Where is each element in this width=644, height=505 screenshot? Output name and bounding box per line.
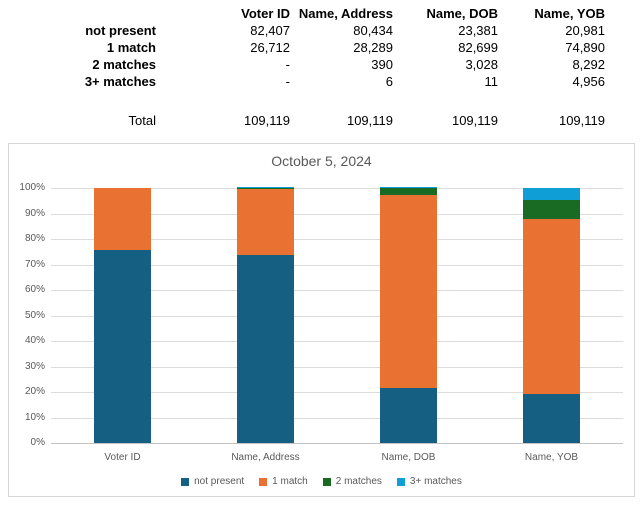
legend-label: 3+ matches: [409, 476, 462, 487]
total-cell: 109,119: [243, 113, 290, 128]
gridline: [51, 316, 623, 317]
total-cell: 109,119: [346, 113, 393, 128]
table-cell: 8,292: [572, 57, 605, 72]
table-cell: 6: [385, 74, 393, 89]
legend-swatch-3-matches: [396, 477, 405, 486]
gridline: [51, 418, 623, 419]
table-cell: 82,699: [458, 40, 498, 55]
row-header-total: Total: [128, 113, 156, 128]
y-axis-tick-label: 10%: [24, 412, 45, 423]
legend-label: 1 match: [272, 476, 308, 487]
gridline: [51, 265, 623, 266]
legend-swatch-not-present: [181, 477, 190, 486]
bar-segment-not-present: [94, 250, 151, 443]
table-cell: 26,712: [250, 40, 290, 55]
corner-cell: [0, 5, 160, 22]
table-cell: 80,434: [353, 23, 393, 38]
column-header-name-address: Name, Address: [298, 6, 393, 21]
plot-area: 0% 10% 20% 30% 40% 50% 60% 70% 80% 90% 100% Voter I…: [19, 182, 623, 463]
bar-segment-2-matches: [523, 200, 580, 219]
legend-swatch-1-match: [259, 477, 268, 486]
y-axis-tick-label: 70%: [24, 259, 45, 270]
chart-legend: not present 1 match 2 matches 3+ matches: [9, 476, 634, 487]
y-axis-tick-label: 40%: [24, 335, 45, 346]
gridline: [51, 367, 623, 368]
legend-label: not present: [194, 476, 245, 487]
chart-title: October 5, 2024: [271, 153, 372, 169]
row-header-not-present: not present: [85, 23, 156, 38]
table-cell: -: [285, 74, 290, 89]
stacked-bar-chart: October 5, 2024 0% 10% 20% 30% 40% 50% 60% 70% 8…: [8, 143, 635, 497]
bar-segment-not-present: [237, 255, 294, 443]
total-cell: 109,119: [451, 113, 498, 128]
total-cell: 109,119: [558, 113, 605, 128]
table-cell: 23,381: [458, 23, 498, 38]
y-axis-tick-label: 30%: [24, 361, 45, 372]
legend-item: 1 match: [259, 476, 308, 487]
y-axis-tick-label: 60%: [24, 284, 45, 295]
table-cell: 4,956: [572, 74, 605, 89]
x-axis-category-label: Name, Address: [231, 452, 300, 463]
legend-label: 2 matches: [335, 476, 382, 487]
y-axis-tick-label: 90%: [24, 208, 45, 219]
bar-segment-3-matches: [523, 188, 580, 200]
table-cell: 20,981: [565, 23, 605, 38]
legend-item: 2 matches: [322, 476, 382, 487]
bar-segment-3-matches: [237, 187, 294, 188]
row-header-3plus-matches: 3+ matches: [84, 74, 156, 89]
column-header-name-yob: Name, YOB: [534, 6, 605, 21]
bar-segment-1-match: [94, 188, 151, 250]
bar-segment-1-match: [380, 195, 437, 388]
legend-swatch-2-matches: [322, 477, 331, 486]
column-header-voter-id: Voter ID: [241, 6, 290, 21]
gridline: [51, 214, 623, 215]
table-cell: -: [285, 57, 290, 72]
gridline: [51, 239, 623, 240]
table-cell: 28,289: [353, 40, 393, 55]
legend-item: not present: [181, 476, 244, 487]
y-axis-tick-label: 50%: [24, 310, 45, 321]
table-cell: 11: [484, 74, 499, 89]
bar-segment-not-present: [380, 388, 437, 443]
row-header-2-matches: 2 matches: [92, 57, 156, 72]
table-cell: 74,890: [565, 40, 605, 55]
table-spacer: [0, 90, 605, 112]
y-axis-tick-label: 80%: [24, 233, 45, 244]
x-axis-category-label: Name, DOB: [381, 452, 436, 463]
gridline: [51, 392, 623, 393]
y-axis-tick-label: 100%: [19, 182, 45, 193]
x-axis-category-label: Voter ID: [104, 452, 141, 463]
match-count-table: Voter ID Name, Address Name, DOB Name, Y…: [0, 5, 605, 129]
legend-item: 3+ matches: [396, 476, 462, 487]
bar-segment-not-present: [523, 394, 580, 443]
column-header-name-dob: Name, DOB: [426, 6, 498, 21]
gridline: [51, 188, 623, 189]
bar-segment-2-matches: [237, 188, 294, 189]
table-cell: 3,028: [465, 57, 498, 72]
gridline: [51, 341, 623, 342]
x-axis-category-label: Name, YOB: [524, 452, 579, 463]
table-cell: 82,407: [250, 23, 290, 38]
y-axis-tick-label: 20%: [24, 386, 45, 397]
bar-segment-1-match: [237, 189, 294, 255]
bar-segment-3-matches: [380, 187, 437, 188]
gridline: [51, 290, 623, 291]
bar-segment-1-match: [523, 219, 580, 394]
x-axis-line: [51, 443, 623, 444]
row-header-1-match: 1 match: [106, 40, 156, 55]
bar-segment-2-matches: [380, 188, 437, 195]
y-axis-tick-label: 0%: [30, 437, 45, 448]
table-cell: 390: [371, 57, 393, 72]
